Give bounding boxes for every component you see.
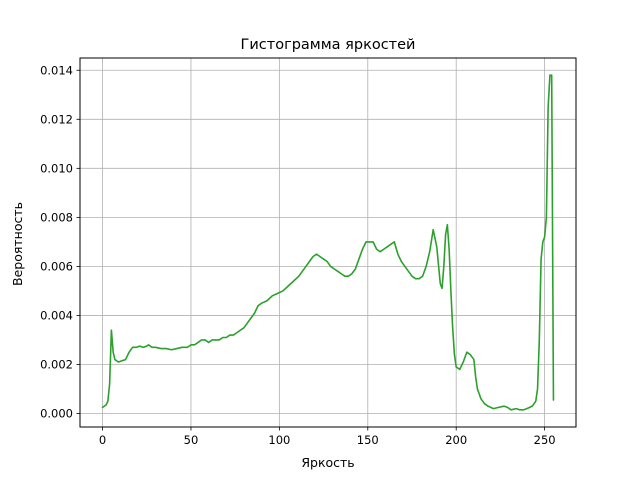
axes-frame bbox=[79, 57, 577, 428]
x-tick-label: 50 bbox=[184, 433, 199, 447]
y-tick-label: 0.012 bbox=[40, 112, 73, 126]
y-axis-ticks: 0.000 0.002 0.004 0.006 0.008 0.010 0.012 0.014 bbox=[40, 63, 80, 421]
y-tick-label: 0.010 bbox=[40, 161, 73, 175]
y-axis-label: Вероятность bbox=[10, 202, 25, 286]
y-tick-label: 0.014 bbox=[40, 63, 73, 77]
x-tick-label: 150 bbox=[357, 433, 379, 447]
y-tick-label: 0.000 bbox=[40, 407, 73, 421]
x-axis-label: Яркость bbox=[301, 455, 354, 470]
x-tick-label: 100 bbox=[268, 433, 290, 447]
series-layer bbox=[101, 74, 555, 411]
y-tick-label: 0.008 bbox=[40, 210, 73, 224]
x-tick-label: 200 bbox=[445, 433, 467, 447]
grid-lines bbox=[80, 58, 576, 427]
series-line bbox=[101, 74, 555, 411]
y-tick-label: 0.004 bbox=[40, 308, 73, 322]
y-tick-label: 0.002 bbox=[40, 357, 73, 371]
chart-title: Гистограмма яркостей bbox=[241, 37, 416, 53]
x-tick-label: 0 bbox=[99, 433, 106, 447]
x-axis-ticks: 0 50 100 150 200 250 bbox=[99, 427, 556, 447]
x-tick-label: 250 bbox=[534, 433, 556, 447]
y-tick-label: 0.006 bbox=[40, 259, 73, 273]
